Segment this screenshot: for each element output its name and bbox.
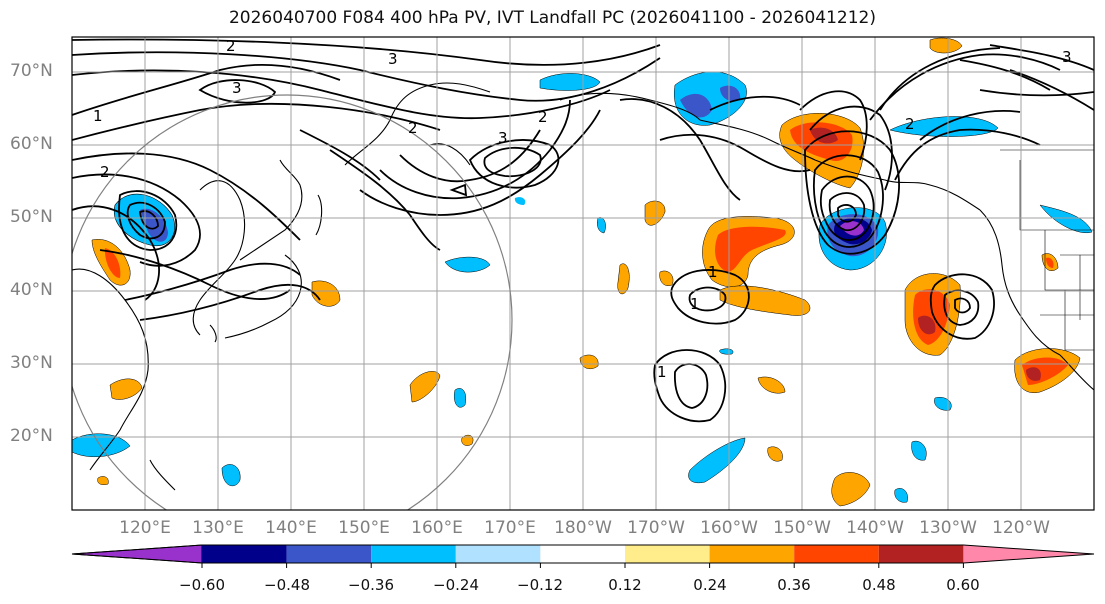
- lat-label-30n: 30°N: [10, 353, 53, 373]
- lat-label-20n: 20°N: [10, 426, 53, 446]
- contour-labels: 1 2 3 2 3 2 2 3 3 2 1 1 1: [93, 37, 1072, 381]
- colorbar-segment: [709, 545, 795, 563]
- colorbar-tick-label: 0.12: [608, 576, 642, 594]
- contour-label: 3: [232, 79, 242, 97]
- contour-label: 1: [93, 107, 103, 125]
- contour-label: 1: [657, 363, 667, 381]
- map-title: 2026040700 F084 400 hPa PV, IVT Landfall…: [228, 8, 876, 28]
- colorbar-segment: [286, 545, 372, 563]
- lon-label-130e: 130°E: [192, 518, 244, 538]
- lon-label-140w: 140°W: [846, 518, 904, 538]
- colorbar-tick-label: 0.48: [862, 576, 896, 594]
- plot-border: [71, 36, 1095, 511]
- lon-label-120e: 120°E: [119, 518, 171, 538]
- contour-label: 2: [905, 115, 915, 133]
- colorbar-tick-label: −0.12: [517, 576, 563, 594]
- colorbar-segment: [455, 545, 541, 563]
- colorbar-segment: [878, 545, 964, 563]
- colorbar-segment: [625, 545, 710, 563]
- lon-label-160w: 160°W: [700, 518, 758, 538]
- colorbar-tick-label: −0.24: [433, 576, 479, 594]
- contour-label: 1: [690, 295, 700, 313]
- political-borders: [1000, 149, 1094, 351]
- lat-label-40n: 40°N: [10, 280, 53, 300]
- colorbar-tick-label: 0.24: [693, 576, 727, 594]
- colorbar-ticks: [201, 563, 964, 568]
- lon-label-130w: 130°W: [919, 518, 977, 538]
- colorbar-segment: [202, 545, 287, 563]
- contour-label: 1: [708, 263, 718, 281]
- lon-label-120w: 120°W: [992, 518, 1050, 538]
- colorbar-tick-label: −0.48: [264, 576, 310, 594]
- lon-label-170e: 170°E: [484, 518, 536, 538]
- contour-label: 2: [408, 119, 418, 137]
- lon-label-170w: 170°W: [627, 518, 685, 538]
- lat-label-70n: 70°N: [10, 61, 53, 81]
- contour-label: 2: [226, 37, 236, 55]
- contour-label: 2: [538, 108, 548, 126]
- lon-label-140e: 140°E: [265, 518, 317, 538]
- lat-label-50n: 50°N: [10, 207, 53, 227]
- colorbar: [71, 544, 1095, 568]
- lon-label-150w: 150°W: [773, 518, 831, 538]
- colorbar-tick-label: 0.36: [777, 576, 811, 594]
- colorbar-extend-low: [71, 544, 203, 564]
- colorbar-tick-label: −0.60: [179, 576, 225, 594]
- colorbar-extend-high: [963, 545, 1094, 563]
- colorbar-segment: [540, 545, 625, 563]
- lon-label-160e: 160°E: [411, 518, 463, 538]
- contour-label: 3: [498, 129, 508, 147]
- colorbar-segment: [371, 545, 456, 563]
- contour-label: 3: [388, 50, 398, 68]
- colorbar-segment: [794, 545, 879, 563]
- contour-label: 2: [100, 163, 110, 181]
- colorbar-tick-label: 0.60: [946, 576, 980, 594]
- colorbar-tick-label: −0.36: [348, 576, 394, 594]
- lat-label-60n: 60°N: [10, 134, 53, 154]
- coastlines: [72, 82, 1094, 491]
- lon-label-180w: 180°W: [554, 518, 612, 538]
- graticule: [72, 37, 1094, 510]
- contour-label: 3: [1062, 48, 1072, 66]
- lon-label-150e: 150°E: [338, 518, 390, 538]
- radius-circle: [72, 94, 513, 510]
